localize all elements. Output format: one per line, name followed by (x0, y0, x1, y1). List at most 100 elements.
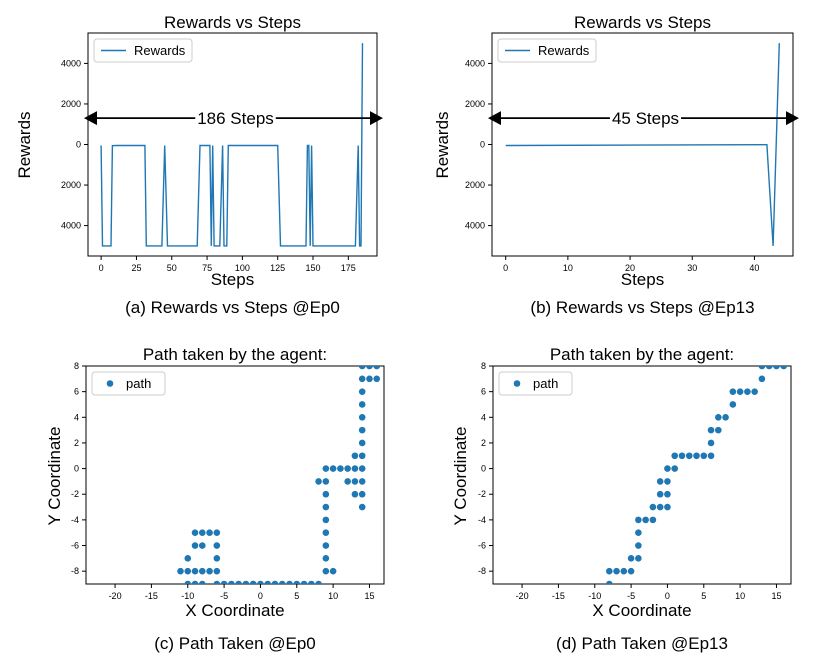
path-point (177, 567, 184, 575)
path-point (751, 388, 758, 395)
legend-box (498, 371, 573, 396)
x-tick-label: 0 (503, 263, 508, 273)
path-point (351, 490, 359, 498)
x-tick-label: 150 (305, 263, 320, 273)
figure-caption: (b) Rewards vs Steps @Ep13 (530, 298, 754, 317)
path-point (715, 426, 722, 434)
path-point (286, 580, 293, 584)
path-point (220, 580, 228, 584)
path-point (613, 567, 620, 575)
x-tick-label: 30 (687, 263, 697, 273)
path-point (358, 439, 366, 447)
annotation-background (195, 112, 276, 126)
legend-label: path (126, 376, 151, 391)
path-point (649, 503, 657, 511)
steps-arrow-head-right (370, 111, 383, 126)
path-point (351, 465, 359, 472)
x-tick-label: 25 (131, 263, 141, 273)
x-tick-label: 75 (202, 263, 212, 273)
path-point (649, 516, 657, 524)
path-point (758, 375, 766, 383)
y-tick-label: 4 (74, 412, 79, 422)
path-point (191, 580, 199, 584)
path-point (358, 413, 366, 421)
y-tick-label: 6 (74, 387, 79, 397)
path-point (344, 478, 351, 485)
x-tick-label: -15 (552, 591, 565, 601)
path-point (198, 580, 206, 584)
path-point (206, 567, 213, 575)
legend-label: Rewards (134, 43, 186, 58)
path-point (656, 503, 664, 511)
path-point (249, 580, 257, 584)
x-tick-label: 10 (735, 591, 745, 601)
legend-label: path (533, 376, 558, 391)
y-axis-label: Y Coordinate (451, 427, 470, 526)
x-tick-label: 100 (235, 263, 250, 273)
path-point (322, 490, 330, 498)
y-tick-label: -8 (71, 566, 79, 576)
axes-frame (492, 365, 792, 585)
y-tick-label: 2 (74, 438, 79, 448)
path-point (373, 375, 381, 383)
path-point (736, 388, 744, 395)
path-point (358, 375, 366, 383)
x-axis-label: Steps (621, 270, 664, 289)
y-tick-label: 8 (481, 361, 486, 371)
rewards-line (100, 43, 364, 247)
path-point (729, 388, 737, 395)
path-point (366, 366, 373, 370)
path-point (707, 426, 715, 434)
path-point (351, 452, 359, 460)
path-point (635, 555, 642, 562)
path-point (366, 375, 373, 383)
path-point (184, 567, 192, 575)
rewards-line (505, 43, 780, 246)
path-point (358, 503, 366, 511)
path-point (322, 516, 330, 524)
path-point (329, 567, 337, 575)
y-tick-label: -6 (71, 541, 79, 551)
x-tick-label: 0 (258, 591, 263, 601)
y-tick-label: 6 (481, 387, 486, 397)
path-point (642, 516, 649, 524)
y-tick-label: 8 (74, 361, 79, 371)
chart-title: Path taken by the agent: (143, 345, 327, 364)
path-point (678, 452, 686, 460)
path-point (191, 529, 199, 537)
path-point (300, 580, 308, 584)
panel-d: Path taken by the agent:-20 -15 -10 -5 0 5 10 1… (451, 345, 792, 653)
legend-dot-marker (513, 380, 521, 387)
y-tick-label: -4 (71, 515, 79, 525)
y-tick-label: 4 (481, 412, 486, 422)
figure-caption: (a) Rewards vs Steps @Ep0 (125, 298, 340, 317)
y-tick-label: 0 (76, 140, 81, 150)
path-point (278, 580, 286, 584)
axes-frame (85, 365, 385, 585)
path-point (198, 529, 206, 537)
path-point (322, 567, 330, 575)
path-point (264, 580, 272, 584)
path-point (213, 580, 221, 584)
path-point (358, 401, 366, 408)
x-tick-label: 20 (625, 263, 635, 273)
y-tick-label: 2000 (61, 180, 81, 190)
path-point (671, 465, 679, 472)
path-point (656, 490, 664, 498)
path-point (198, 542, 206, 549)
path-point (765, 366, 773, 370)
legend-dot-marker (106, 380, 114, 387)
path-point (620, 567, 628, 575)
path-point (671, 452, 679, 460)
y-tick-label: 0 (481, 464, 486, 474)
x-tick-label: -10 (181, 591, 194, 601)
path-point (729, 401, 737, 408)
x-tick-label: 175 (341, 263, 356, 273)
y-tick-label: 2000 (465, 99, 485, 109)
path-point (322, 555, 330, 562)
legend-box (497, 38, 597, 63)
x-tick-label: -15 (145, 591, 158, 601)
path-point (213, 529, 221, 537)
path-point (715, 413, 722, 421)
